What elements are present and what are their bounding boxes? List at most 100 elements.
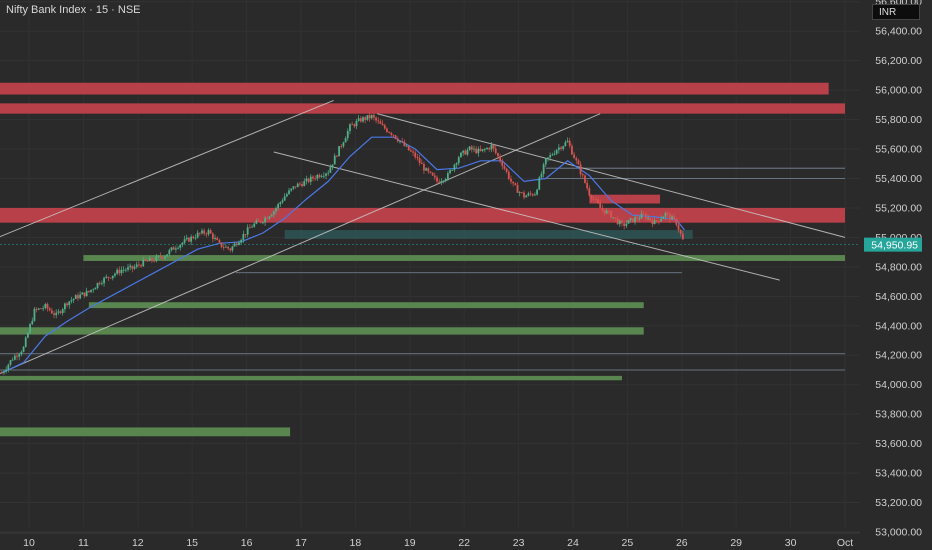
candle-body	[87, 290, 90, 292]
candle-body	[577, 160, 580, 165]
zone-layer	[0, 82, 845, 437]
time-axis: 10 11 12 15 16 17 18 19 22 23 24 25 26 29 30 Oct	[0, 532, 860, 549]
candle-body	[355, 120, 358, 127]
candle-body	[192, 236, 195, 239]
y-tick-label: 55,200.00	[875, 202, 922, 214]
candle-body	[61, 309, 64, 313]
candle-body	[344, 138, 347, 143]
candle-body	[103, 277, 105, 284]
candle-body	[294, 186, 297, 188]
candle-body	[681, 233, 684, 240]
candle-body	[425, 168, 428, 171]
x-tick-label: 30	[785, 537, 797, 549]
currency-selector[interactable]: INR	[872, 4, 920, 20]
candle-body	[629, 218, 632, 221]
candle-body	[420, 162, 423, 165]
candle-body	[98, 282, 101, 284]
candle-body	[151, 257, 153, 261]
candle-body	[427, 168, 430, 172]
candle-body	[390, 132, 393, 135]
y-tick-label: 54,400.00	[875, 320, 922, 332]
candle-body	[436, 177, 438, 182]
candle-body	[198, 232, 201, 234]
axis-background	[860, 0, 932, 550]
candle-body	[168, 250, 171, 255]
candle-body	[547, 157, 549, 159]
candle-body	[301, 184, 303, 187]
candle-body	[479, 148, 482, 151]
candle-body	[194, 237, 197, 239]
x-tick-label: 17	[295, 537, 307, 549]
candle-body	[109, 277, 112, 279]
candle-body	[24, 337, 27, 347]
moving-average-layer	[1, 136, 685, 374]
candle-body	[253, 223, 256, 227]
candle-body	[540, 173, 543, 178]
candle-body	[655, 220, 658, 222]
candle-body	[468, 146, 471, 151]
candle-body	[614, 217, 617, 219]
candle-body	[272, 211, 275, 215]
candle-body	[673, 216, 676, 219]
candle-body	[238, 242, 240, 246]
candle-body	[246, 227, 249, 235]
candle-body	[211, 233, 214, 239]
x-tick-label: 23	[513, 537, 525, 549]
candle-body	[488, 148, 491, 150]
candle-body	[612, 217, 615, 219]
candle-body	[94, 287, 97, 290]
candle-body	[377, 120, 380, 122]
candle-body	[92, 289, 95, 291]
candle-body	[405, 145, 408, 147]
candle-body	[453, 164, 456, 171]
candle-body	[597, 199, 599, 204]
candle-body	[505, 168, 508, 172]
candle-body	[59, 311, 62, 313]
y-tick-label: 53,200.00	[875, 497, 922, 509]
candle-body	[568, 140, 571, 146]
candle-body	[610, 211, 612, 218]
candle-body	[557, 147, 560, 150]
candle-body	[362, 117, 364, 122]
candle-body	[81, 292, 84, 295]
candle-body	[37, 308, 40, 310]
y-tick-label: 56,000.00	[875, 85, 922, 97]
candle-body	[135, 264, 138, 267]
candle-body	[79, 294, 82, 299]
candle-body	[651, 220, 654, 225]
candle-body	[331, 164, 334, 168]
candle-body	[255, 220, 258, 224]
candle-body	[357, 118, 360, 121]
candle-body	[137, 264, 140, 266]
y-tick-label: 56,400.00	[875, 26, 922, 38]
candle-body	[549, 155, 552, 158]
y-tick-label: 54,600.00	[875, 291, 922, 303]
candle-body	[66, 303, 68, 306]
candle-body	[579, 164, 582, 175]
candle-body	[7, 364, 10, 370]
candle-body	[307, 178, 310, 182]
candle-body	[375, 117, 377, 121]
x-tick-label: 12	[132, 537, 144, 549]
candle-body	[285, 194, 288, 197]
demand-zone	[0, 427, 291, 437]
candle-body	[320, 176, 323, 178]
candle-body	[499, 156, 502, 162]
candle-body	[50, 310, 53, 314]
candle-body	[314, 178, 317, 180]
candle-body	[440, 181, 443, 183]
candle-body	[623, 223, 626, 226]
candle-body	[164, 256, 166, 259]
candle-body	[418, 157, 421, 163]
candle-body	[538, 177, 541, 190]
candle-body	[444, 178, 447, 181]
candle-body	[573, 154, 575, 159]
x-tick-label: 24	[567, 537, 579, 549]
candle-body	[551, 154, 554, 156]
candle-body	[22, 346, 25, 352]
candle-body	[359, 118, 362, 122]
y-tick-label: 55,600.00	[875, 144, 922, 156]
candle-body	[259, 221, 262, 223]
candle-body	[401, 141, 404, 143]
